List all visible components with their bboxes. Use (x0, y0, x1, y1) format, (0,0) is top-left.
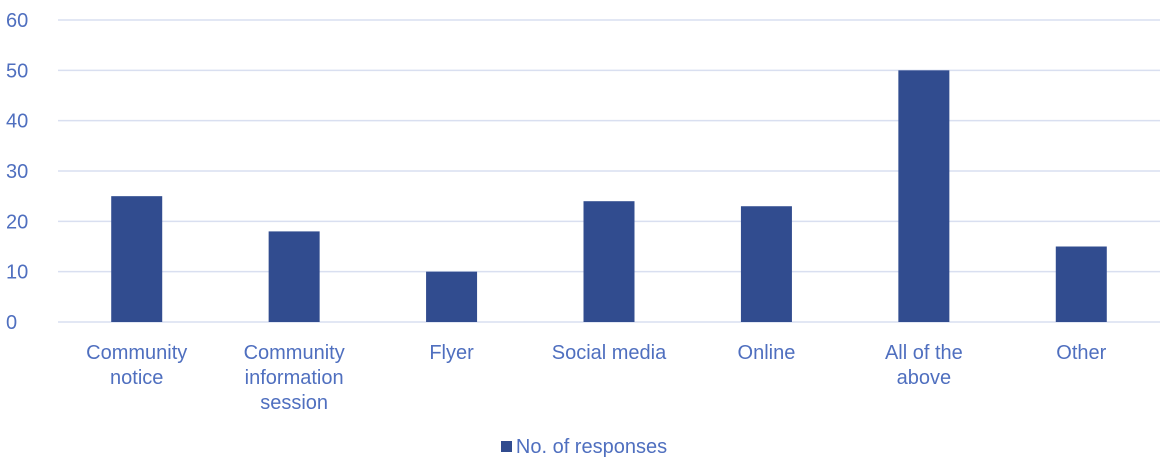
x-tick-label: Other (1056, 342, 1106, 364)
bar (898, 70, 950, 322)
x-tick-label-line: Community (244, 342, 345, 364)
x-tick-label: All of the above (885, 342, 963, 389)
y-tick-label: 10 (6, 262, 28, 284)
x-tick-label-line: Other (1056, 342, 1106, 364)
bar (268, 231, 320, 322)
x-tick-label-line: Online (738, 342, 796, 364)
y-tick-label: 0 (6, 312, 17, 334)
y-tick-label: 40 (6, 111, 28, 133)
bar (1055, 246, 1107, 322)
bar (111, 196, 163, 322)
y-tick-label: 20 (6, 211, 28, 233)
x-tick-label-line: information (245, 367, 344, 389)
y-tick-label: 30 (6, 161, 28, 183)
bar-chart: 0 10 20 30 40 50 60 Community notice Community inf… (6, 10, 1160, 414)
x-tick-label-line: All of the (885, 342, 963, 364)
legend-label: No. of responses (515, 436, 668, 458)
x-tick-label: Online (738, 342, 796, 364)
bar (740, 206, 792, 322)
x-tick-label: Flyer (429, 342, 474, 364)
y-tick-label: 50 (6, 60, 28, 82)
x-tick-label-line: session (260, 392, 328, 414)
x-tick-label-line: notice (110, 367, 163, 389)
x-tick-label-line: Social media (552, 342, 667, 364)
legend: No. of responses (0, 436, 1168, 459)
x-tick-label-line: above (897, 367, 952, 389)
x-tick-label: Community information session (244, 342, 345, 414)
x-tick-label-line: Community (86, 342, 187, 364)
y-tick-label: 60 (6, 10, 28, 32)
x-tick-label-line: Flyer (429, 342, 474, 364)
x-tick-label: Social media (552, 342, 667, 364)
bar (583, 201, 635, 322)
legend-swatch (500, 441, 512, 452)
bar (426, 271, 478, 322)
x-tick-label: Community notice (86, 342, 187, 389)
